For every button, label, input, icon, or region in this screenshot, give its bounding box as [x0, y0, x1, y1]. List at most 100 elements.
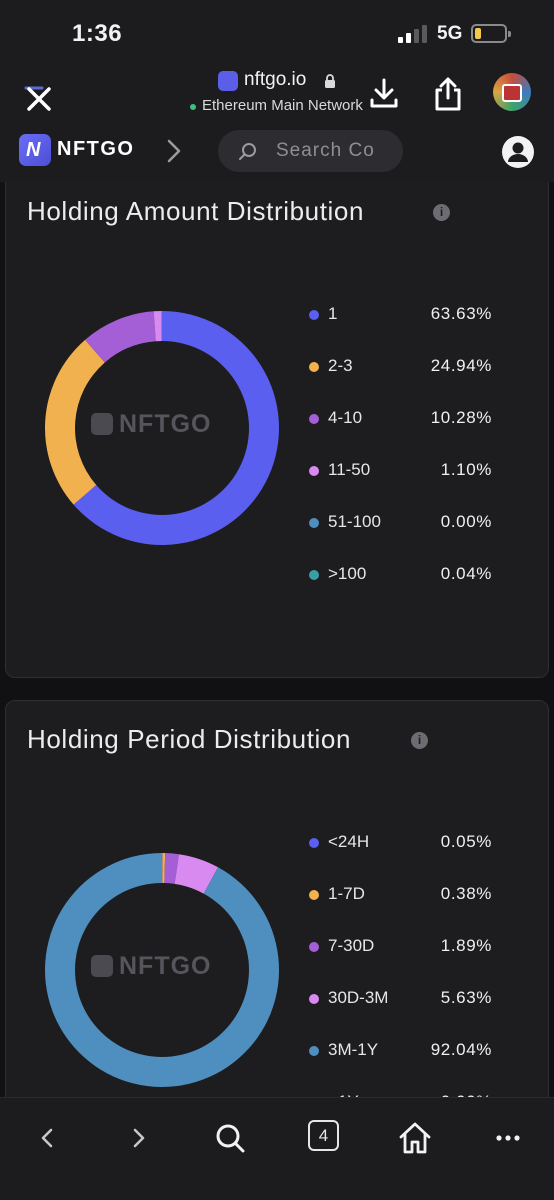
user-icon[interactable]	[500, 134, 536, 170]
legend-value: 1.10%	[440, 460, 492, 479]
legend-item-11-50[interactable]: 11-50 1.10%	[306, 459, 492, 483]
brand-name[interactable]: NFTGO	[57, 138, 135, 160]
lock-icon	[325, 74, 335, 88]
legend-label: 30D-3M	[328, 988, 389, 1007]
page-content[interactable]: Holding Amount Distribution i NFTGO 1 63.…	[0, 182, 554, 1097]
holding-amount-card: Holding Amount Distribution i NFTGO 1 63.…	[5, 182, 549, 678]
watermark-logo: NFTGO	[91, 410, 212, 439]
status-time: 1:36	[72, 20, 123, 47]
legend-value: 10.28%	[430, 408, 492, 427]
legend-value: 0.00%	[441, 1092, 492, 1097]
legend-value: 0.00%	[440, 512, 492, 531]
info-icon[interactable]: i	[411, 732, 428, 749]
account-avatar[interactable]	[493, 73, 531, 111]
battery-icon	[471, 24, 511, 43]
legend-value: 24.94%	[430, 356, 492, 375]
legend-dot	[309, 1046, 319, 1056]
legend-dot	[309, 518, 319, 528]
forward-button[interactable]	[120, 1120, 156, 1156]
legend-item-1-7d[interactable]: 1-7D 0.38%	[306, 883, 492, 907]
legend-item-1[interactable]: 1 63.63%	[306, 303, 492, 327]
holding-amount-donut-chart	[44, 311, 279, 545]
tab-count: 4	[318, 1126, 329, 1145]
brand-logo-icon[interactable]: N	[19, 134, 51, 166]
browser-header: nftgo.io Ethereum Main Network	[0, 62, 554, 122]
legend-value: 0.05%	[440, 832, 492, 851]
legend-item-4-10[interactable]: 4-10 10.28%	[306, 407, 492, 431]
legend-dot	[309, 310, 319, 320]
legend-label: 3M-1Y	[328, 1040, 379, 1059]
donut-slice-2-3[interactable]	[44, 339, 105, 505]
back-button[interactable]	[30, 1120, 66, 1156]
donut-slice-11-50[interactable]	[153, 311, 162, 342]
legend-label: 4-10	[328, 408, 363, 427]
legend-label: 11-50	[328, 460, 371, 479]
legend-item-7-30d[interactable]: 7-30D 1.89%	[306, 935, 492, 959]
legend-item-1y[interactable]: >1Y 0.00%	[306, 1091, 492, 1097]
donut-slice-30d-3m[interactable]	[174, 854, 219, 894]
legend-dot	[309, 466, 319, 476]
legend-dot	[309, 890, 319, 900]
close-button[interactable]	[22, 82, 56, 116]
legend-dot	[309, 570, 319, 580]
legend-item-30d-3m[interactable]: 30D-3M 5.63%	[306, 987, 492, 1011]
legend-label: >100	[328, 564, 367, 583]
tabs-button[interactable]: 4	[308, 1120, 339, 1151]
more-icon	[496, 1135, 520, 1141]
card-title: Holding Period Distribution	[27, 724, 352, 754]
chevron-left-icon	[41, 1128, 53, 1148]
network-status-dot	[190, 104, 196, 110]
search-input[interactable]	[276, 138, 391, 164]
legend-item-51-100[interactable]: 51-100 0.00%	[306, 511, 492, 535]
legend-value: 5.63%	[440, 988, 492, 1007]
legend-label: 1-7D	[328, 884, 365, 903]
legend-value: 0.04%	[440, 564, 492, 583]
donut-slice-4-10[interactable]	[85, 311, 156, 363]
search-button[interactable]	[212, 1120, 248, 1156]
site-domain: nftgo.io	[244, 69, 307, 90]
search-box[interactable]	[218, 130, 403, 172]
legend-label: 51-100	[328, 512, 381, 531]
legend-item-3m-1y[interactable]: 3M-1Y 92.04%	[306, 1039, 492, 1063]
search-icon	[216, 1124, 245, 1153]
close-icon	[24, 86, 51, 111]
legend-dot	[309, 942, 319, 952]
donut-slice-1[interactable]	[73, 311, 279, 545]
download-icon	[370, 78, 398, 108]
search-icon	[239, 143, 256, 160]
watermark-logo: NFTGO	[91, 952, 212, 981]
legend-label: 1	[328, 304, 338, 323]
chevron-right-icon[interactable]	[164, 138, 184, 164]
home-button[interactable]	[397, 1120, 433, 1156]
more-button[interactable]	[490, 1120, 526, 1156]
legend-value: 0.38%	[440, 884, 492, 903]
legend-dot	[309, 414, 319, 424]
site-logo-icon	[218, 71, 238, 91]
network-label: Ethereum Main Network	[202, 97, 363, 114]
download-button[interactable]	[366, 76, 402, 112]
home-icon	[399, 1122, 431, 1154]
legend-label: <24H	[328, 832, 370, 851]
share-icon	[435, 77, 461, 111]
site-info[interactable]: nftgo.io Ethereum Main Network	[180, 67, 380, 117]
signal-strength-icon	[398, 25, 428, 43]
info-icon[interactable]: i	[433, 204, 450, 221]
legend-item-24h[interactable]: <24H 0.05%	[306, 831, 492, 855]
donut-slice-1-7d[interactable]	[162, 853, 166, 884]
legend-label: 2-3	[328, 356, 353, 375]
network-type: 5G	[437, 23, 463, 44]
legend-label: >1Y	[328, 1092, 359, 1097]
share-button[interactable]	[430, 76, 466, 112]
chevron-right-icon	[133, 1128, 145, 1148]
holding-period-card: Holding Period Distribution i NFTGO <24H…	[5, 700, 549, 1097]
legend-dot	[309, 994, 319, 1004]
legend-value: 63.63%	[430, 304, 492, 323]
legend-value: 1.89%	[440, 936, 492, 955]
holding-period-donut-chart	[45, 853, 280, 1087]
legend-dot	[309, 362, 319, 372]
legend-item-2-3[interactable]: 2-3 24.94%	[306, 355, 492, 379]
card-title: Holding Amount Distribution	[27, 196, 365, 226]
status-bar: 1:36 5G	[0, 0, 554, 62]
donut-slice-7-30d[interactable]	[164, 853, 179, 884]
legend-item-100[interactable]: >100 0.04%	[306, 563, 492, 587]
